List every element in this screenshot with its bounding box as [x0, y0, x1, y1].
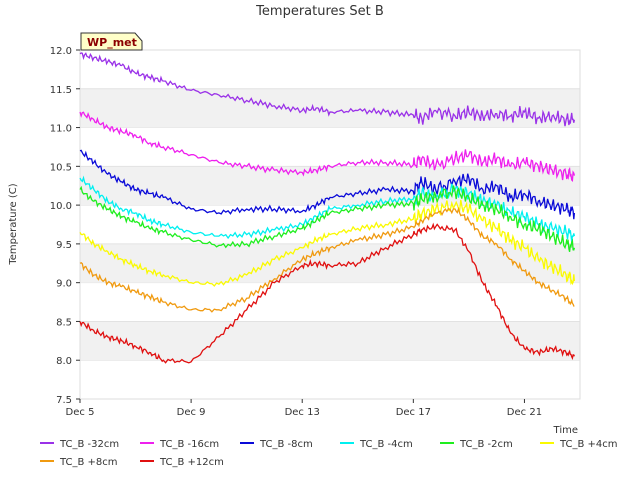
legend-item: TC_B -2cm	[440, 439, 513, 450]
series-lines	[79, 52, 576, 364]
series-line-tc-b-8cm	[79, 206, 575, 313]
grid-band	[80, 166, 580, 206]
site-badge: WP_met	[80, 32, 143, 51]
series-line-tc-b-12cm	[79, 222, 575, 364]
series-line-tc-b-2cm	[79, 185, 576, 252]
legend-label: TC_B -16cm	[159, 439, 219, 450]
x-tick-label: Dec 13	[285, 407, 320, 418]
y-tick-label: 11.0	[50, 124, 72, 135]
y-tick-label: 8.5	[56, 317, 72, 328]
legend-item: TC_B -16cm	[140, 439, 219, 450]
plot-frame	[79, 49, 581, 400]
series-line-tc-b-8cm	[79, 149, 576, 220]
legend-label: TC_B -32cm	[59, 439, 119, 450]
x-tick-label: Dec 21	[507, 407, 542, 418]
y-axis-label: Temperature (C)	[8, 183, 19, 265]
grid-band	[80, 243, 580, 283]
grid-band	[80, 88, 580, 128]
legend-label: TC_B -2cm	[459, 439, 513, 450]
series-line-tc-b-32cm	[79, 52, 576, 127]
site-badge-label: WP_met	[87, 36, 137, 49]
chart-title: Temperatures Set B	[255, 4, 384, 19]
legend-label: TC_B +4cm	[559, 439, 618, 450]
legend-item: TC_B -32cm	[40, 439, 119, 450]
y-tick-label: 9.0	[56, 279, 72, 290]
legend-item: TC_B -8cm	[240, 439, 313, 450]
y-tick-label: 12.0	[50, 46, 72, 57]
x-axis-label: Time	[553, 425, 578, 436]
axis-ticks: 7.5 8.0 8.5 9.0 9.5 10.0 10.5 11.0 11.5 12.0 Dec 5…	[50, 46, 542, 418]
site-badge-box	[80, 32, 143, 51]
legend-label: TC_B -4cm	[359, 439, 413, 450]
legend-item: TC_B -4cm	[340, 439, 413, 450]
y-tick-label: 11.5	[50, 85, 72, 96]
legend-label: TC_B +8cm	[59, 457, 118, 468]
grid-band	[80, 321, 580, 361]
y-tick-label: 7.5	[56, 395, 72, 406]
x-tick-label: Dec 9	[177, 407, 206, 418]
legend-item: TC_B +4cm	[540, 439, 618, 450]
legend-label: TC_B +12cm	[159, 457, 224, 468]
legend: TC_B -32cm TC_B -16cm TC_B -8cm TC_B -4cm TC…	[40, 439, 618, 468]
legend-label: TC_B -8cm	[259, 439, 313, 450]
x-tick-label: Dec 5	[66, 407, 95, 418]
grid-bands	[80, 49, 580, 361]
legend-item: TC_B +12cm	[140, 457, 224, 468]
x-tick-label: Dec 17	[396, 407, 431, 418]
y-tick-label: 10.0	[50, 201, 72, 212]
series-line-tc-b-16cm	[79, 111, 576, 183]
legend-item: TC_B +8cm	[40, 457, 118, 468]
y-tick-label: 8.0	[56, 356, 72, 367]
y-tick-label: 9.5	[56, 240, 72, 251]
y-tick-label: 10.5	[50, 162, 72, 173]
series-line-tc-b-4cm	[79, 199, 576, 287]
